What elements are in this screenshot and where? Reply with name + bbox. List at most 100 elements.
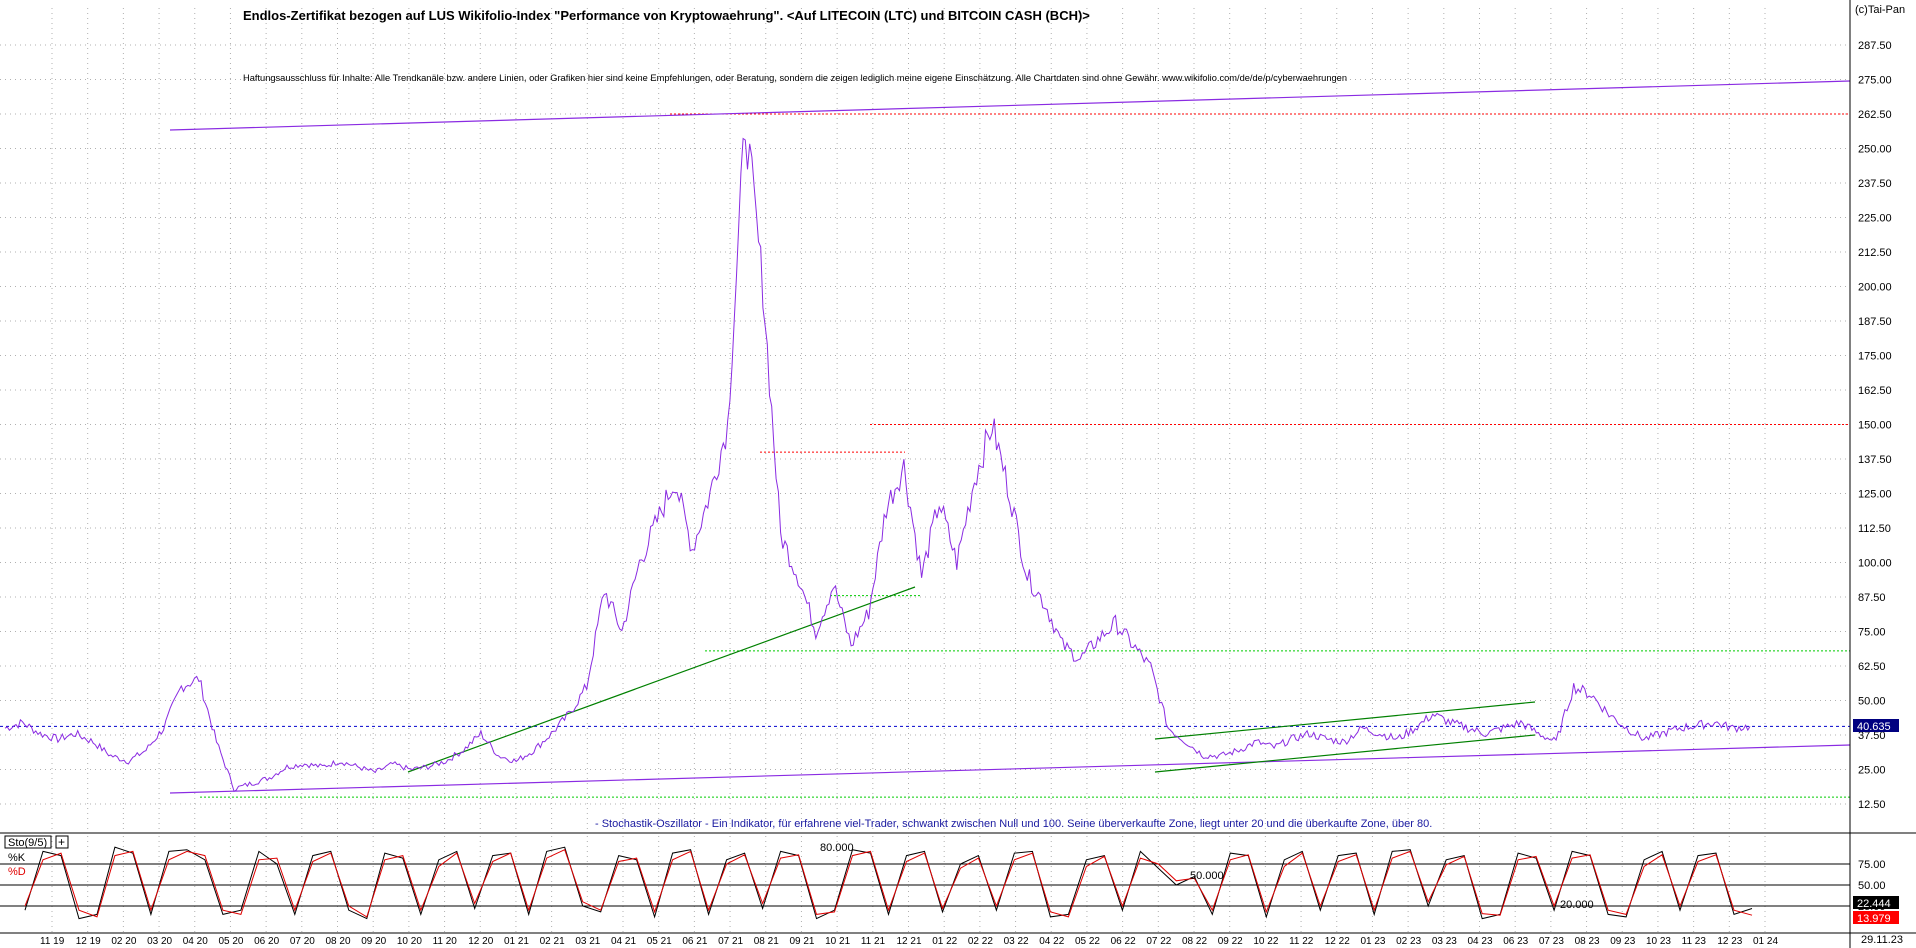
- price-tick-label: 112.50: [1858, 523, 1891, 535]
- price-tick-label: 25.00: [1858, 765, 1886, 777]
- price-tick-label: 150.00: [1858, 420, 1892, 432]
- price-tick-label: 262.50: [1858, 109, 1892, 121]
- price-tick-label: 275.00: [1858, 75, 1892, 87]
- price-trendlines: [169, 80, 1851, 794]
- legend-d: %D: [8, 866, 26, 878]
- price-tick-label: 162.50: [1858, 385, 1892, 397]
- date-tick-label: 07 21: [718, 936, 743, 947]
- date-tick-label: 11 19: [40, 936, 65, 947]
- date-tick-label: 04 23: [1468, 936, 1493, 947]
- date-tick-label: 09 22: [1218, 936, 1243, 947]
- legend-k: %K: [8, 852, 26, 864]
- price-tick-label: 62.50: [1858, 661, 1886, 673]
- date-tick-label: 09 23: [1610, 936, 1635, 947]
- price-series: [4, 137, 1751, 793]
- date-tick-label: 05 20: [218, 936, 243, 947]
- date-tick-label: 08 21: [754, 936, 779, 947]
- date-tick-label: 11 20: [433, 936, 458, 947]
- price-tick-label: 50.00: [1858, 696, 1886, 708]
- date-tick-label: 12 19: [76, 936, 101, 947]
- date-tick-label: 02 21: [540, 936, 565, 947]
- date-tick-label: 02 22: [968, 936, 993, 947]
- date-tick-label: 04 22: [1039, 936, 1064, 947]
- date-tick-label: 12 23: [1717, 936, 1742, 947]
- price-tick-label: 87.50: [1858, 592, 1886, 604]
- date-tick-label: 07 20: [290, 936, 315, 947]
- stoch-grid: [0, 863, 1850, 907]
- price-tick-label: 37.50: [1858, 730, 1886, 742]
- last-price-label-bg: [1853, 719, 1899, 732]
- stoch-tick-label: 75.00: [1858, 859, 1886, 871]
- stoch-zone-20-label: 20.000: [1560, 899, 1594, 911]
- last-k-label-bg: [1853, 896, 1899, 909]
- date-tick-label: 07 23: [1539, 936, 1564, 947]
- price-line: [4, 137, 1751, 793]
- stoch-series: [24, 846, 1753, 920]
- price-tick-label: 187.50: [1858, 316, 1892, 328]
- trend-line: [1154, 701, 1536, 740]
- price-tick-label: 287.50: [1858, 40, 1892, 52]
- last-k-label: 22.444: [1857, 898, 1891, 910]
- date-tick-label: 12 20: [468, 936, 493, 947]
- price-tick-label: 137.50: [1858, 454, 1892, 466]
- date-tick-label: 05 21: [647, 936, 672, 947]
- last-date-label: 29.11.23: [1861, 934, 1903, 946]
- date-tick-label: 10 20: [397, 936, 422, 947]
- date-tick-label: 11 23: [1682, 936, 1707, 947]
- price-levels: [0, 113, 1850, 798]
- stoch-tick-label: 50.00: [1858, 880, 1886, 892]
- date-tick-label: 03 22: [1004, 936, 1029, 947]
- date-tick-label: 10 22: [1253, 936, 1278, 947]
- date-tick-label: 03 23: [1432, 936, 1457, 947]
- date-tick-label: 09 21: [789, 936, 814, 947]
- date-tick-label: 12 21: [897, 936, 922, 947]
- price-tick-label: 225.00: [1858, 213, 1892, 225]
- date-tick-label: 01 22: [932, 936, 957, 947]
- price-tick-label: 175.00: [1858, 351, 1892, 363]
- date-axis: 11 19 12 19 02 20 03 20 04 20 05 20 06 20 07 20…: [40, 936, 1778, 947]
- price-tick-label: 75.00: [1858, 627, 1886, 639]
- date-tick-label: 05 22: [1075, 936, 1100, 947]
- date-tick-label: 02 20: [111, 936, 136, 947]
- last-d-label-bg: [1853, 911, 1899, 924]
- stochastic-note: - Stochastik-Oszillator - Ein Indikator,…: [595, 818, 1432, 830]
- last-d-label: 13.979: [1857, 913, 1891, 925]
- date-tick-label: 04 20: [183, 936, 208, 947]
- stoch-k-line: [24, 846, 1753, 920]
- date-tick-label: 06 23: [1503, 936, 1528, 947]
- stoch-expand-button[interactable]: [55, 835, 69, 849]
- date-tick-label: 06 22: [1111, 936, 1136, 947]
- date-tick-label: 12 22: [1325, 936, 1350, 947]
- date-tick-label: 06 21: [682, 936, 707, 947]
- date-tick-label: 11 21: [861, 936, 886, 947]
- date-tick-label: 11 22: [1289, 936, 1314, 947]
- price-tick-label: 237.50: [1858, 178, 1892, 190]
- price-tick-label: 200.00: [1858, 282, 1892, 294]
- trend-line: [169, 744, 1851, 794]
- stoch-zone-80-label: 80.000: [820, 842, 854, 854]
- price-tick-label: 250.00: [1858, 144, 1892, 156]
- trend-line: [1154, 734, 1536, 773]
- trend-line: [169, 80, 1851, 131]
- date-tick-label: 06 20: [254, 936, 279, 947]
- stoch-zone-50-label: 50.000: [1190, 870, 1224, 882]
- price-tick-label: 100.00: [1858, 558, 1892, 570]
- date-tick-label: 07 22: [1146, 936, 1171, 947]
- date-tick-label: 08 20: [326, 936, 351, 947]
- copyright-label: (c)Tai-Pan: [1855, 4, 1905, 16]
- stoch-title: Sto(9/5): [8, 837, 47, 849]
- chart-title: Endlos-Zertifikat bezogen auf LUS Wikifo…: [243, 8, 1090, 23]
- date-tick-label: 02 23: [1396, 936, 1421, 947]
- date-tick-label: 03 21: [575, 936, 600, 947]
- price-grid: [0, 8, 1850, 932]
- trend-line: [407, 586, 916, 773]
- price-tick-label: 125.00: [1858, 489, 1892, 501]
- price-tick-label: 212.50: [1858, 247, 1892, 259]
- plus-icon: +: [58, 835, 65, 849]
- date-tick-label: 03 20: [147, 936, 172, 947]
- date-tick-label: 09 20: [361, 936, 386, 947]
- date-tick-label: 08 22: [1182, 936, 1207, 947]
